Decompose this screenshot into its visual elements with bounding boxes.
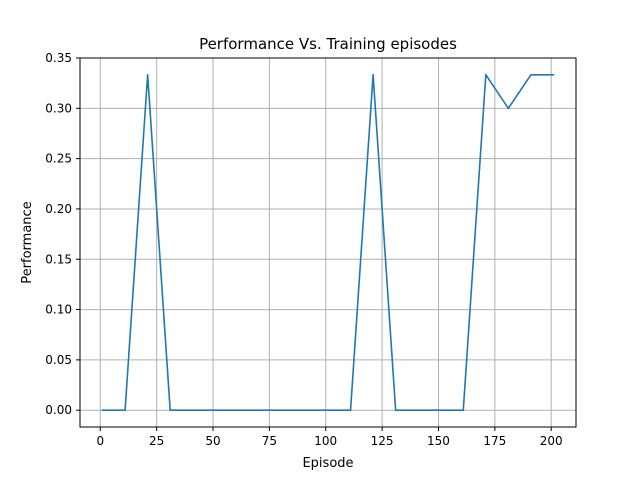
y-axis: 0.00 0.05 0.10 0.15 0.20 0.25 0.30 0.35 bbox=[45, 51, 80, 417]
y-axis-label: Performance bbox=[20, 201, 35, 283]
grid bbox=[80, 57, 576, 427]
series-group bbox=[101, 74, 555, 412]
data-point bbox=[372, 74, 374, 76]
data-point bbox=[507, 107, 510, 110]
data-point bbox=[191, 409, 194, 411]
data-point bbox=[169, 409, 171, 411]
data-point bbox=[349, 409, 352, 411]
y-tick-label: 0.30 bbox=[45, 101, 72, 115]
data-point bbox=[101, 409, 104, 411]
data-point bbox=[214, 409, 217, 411]
y-tick-label: 0.20 bbox=[45, 202, 72, 216]
data-point bbox=[462, 409, 465, 411]
y-tick-label: 0.05 bbox=[45, 353, 72, 367]
x-axis: 0 25 50 75 100 125 150 175 200 bbox=[96, 427, 563, 448]
y-tick-label: 0.15 bbox=[45, 252, 72, 266]
data-point bbox=[259, 409, 262, 411]
data-point bbox=[304, 409, 307, 411]
data-point bbox=[530, 74, 532, 76]
x-tick-label: 175 bbox=[483, 434, 506, 448]
x-tick-label: 50 bbox=[205, 434, 220, 448]
data-point bbox=[327, 409, 329, 411]
x-tick-label: 125 bbox=[371, 434, 394, 448]
data-point bbox=[394, 409, 397, 411]
x-tick-label: 150 bbox=[427, 434, 450, 448]
data-point bbox=[282, 409, 284, 411]
plot-area-frame bbox=[79, 57, 577, 428]
data-point bbox=[417, 409, 419, 411]
data-point bbox=[439, 409, 442, 411]
data-point bbox=[146, 74, 149, 76]
chart-title: Performance Vs. Training episodes bbox=[199, 35, 457, 53]
data-point bbox=[485, 74, 487, 76]
x-axis-label: Episode bbox=[302, 456, 353, 471]
x-tick-label: 0 bbox=[96, 434, 104, 448]
x-tick-label: 200 bbox=[540, 434, 563, 448]
x-tick-label: 25 bbox=[149, 434, 164, 448]
data-point bbox=[124, 409, 126, 411]
data-point bbox=[237, 409, 239, 411]
x-tick-label: 100 bbox=[314, 434, 337, 448]
x-tick-label: 75 bbox=[262, 434, 277, 448]
y-tick-label: 0.00 bbox=[45, 403, 72, 417]
y-tick-label: 0.25 bbox=[45, 152, 72, 166]
y-tick-label: 0.10 bbox=[45, 303, 72, 317]
data-point bbox=[552, 74, 555, 76]
y-tick-label: 0.35 bbox=[45, 51, 72, 65]
